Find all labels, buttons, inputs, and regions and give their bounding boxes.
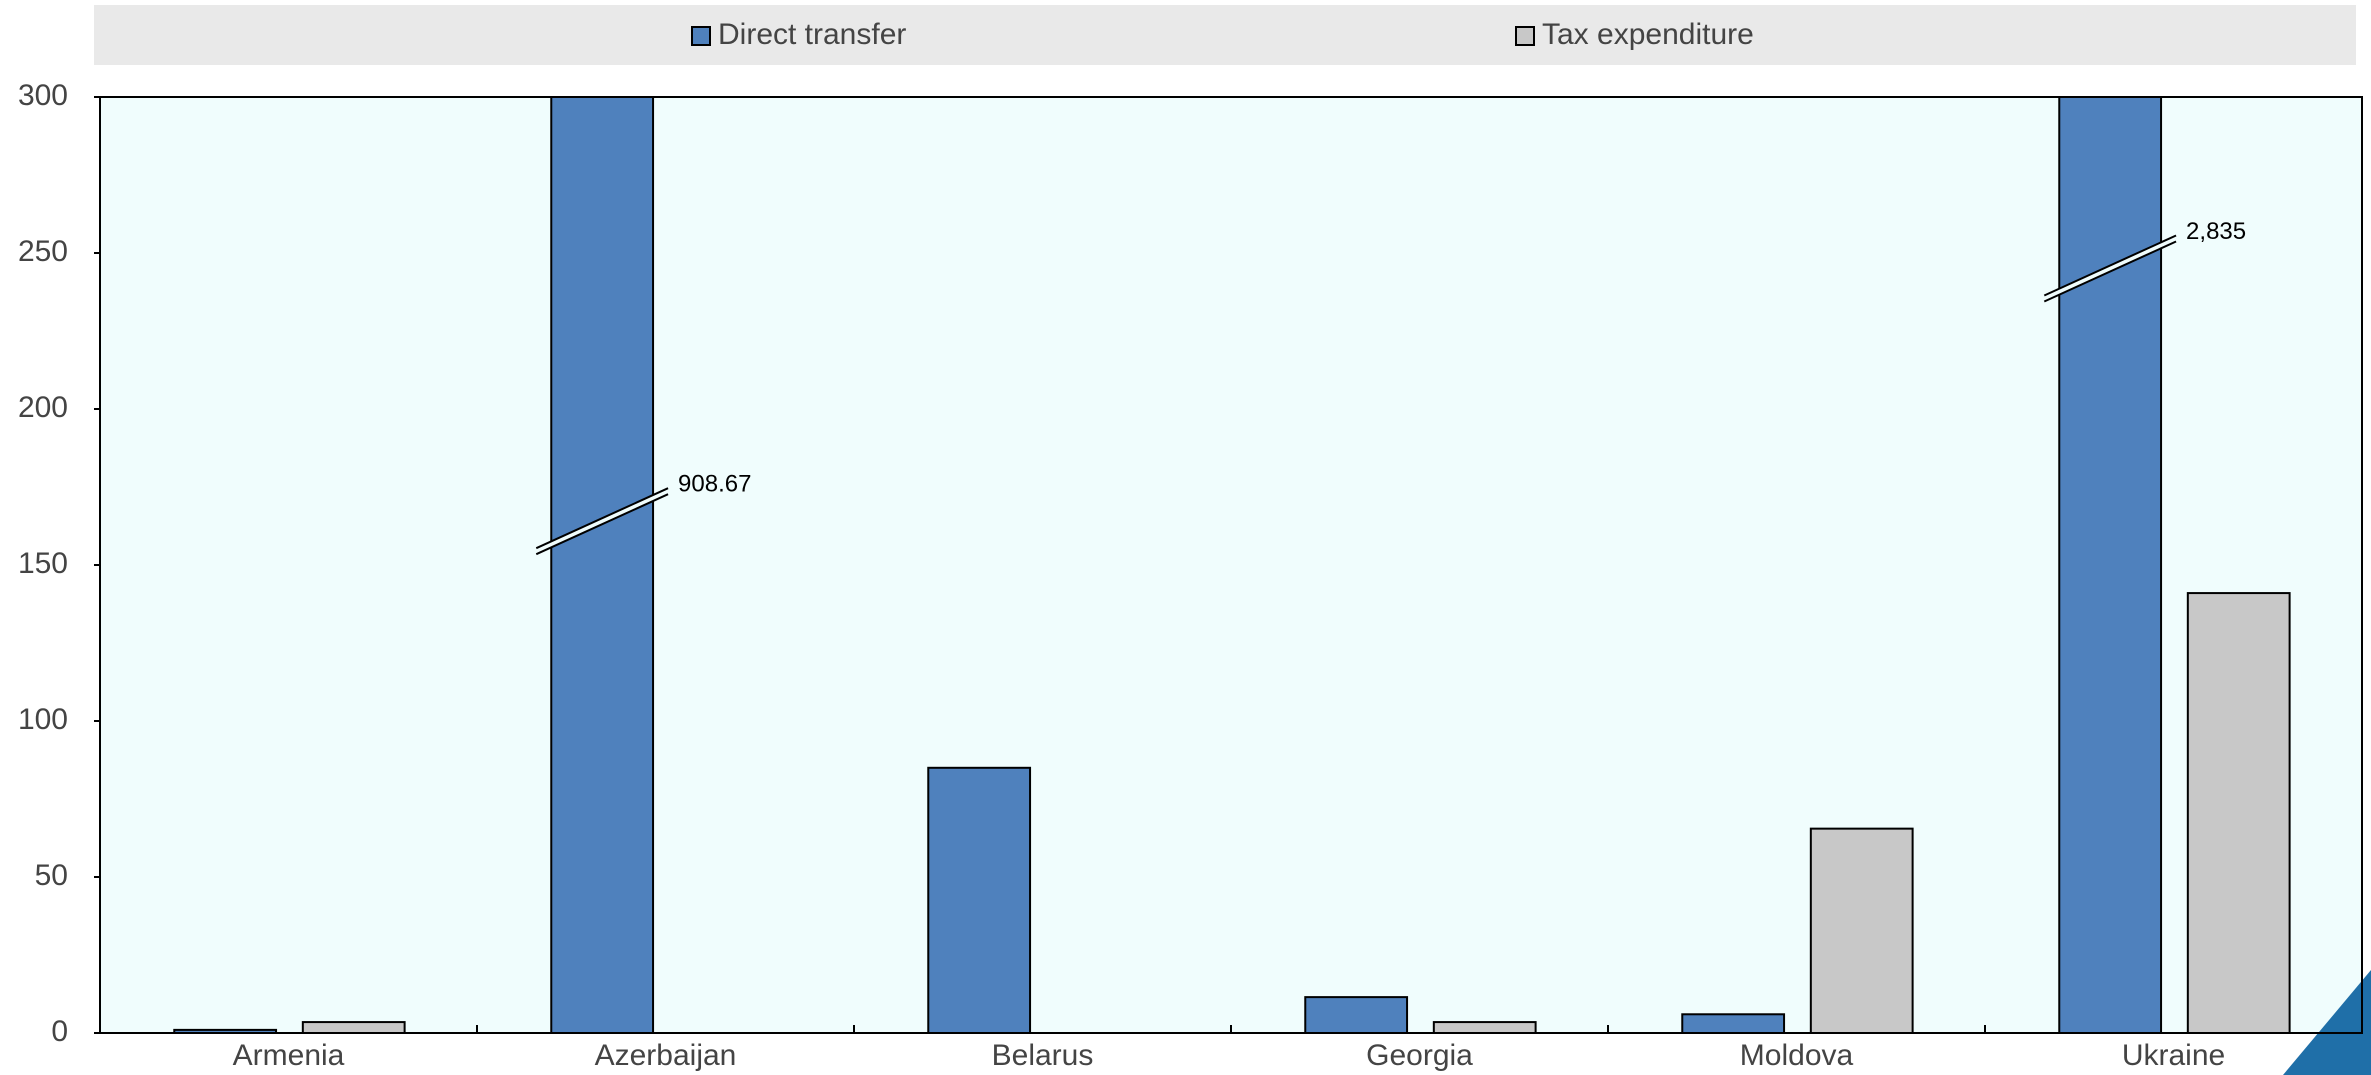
x-tick-label: Ukraine	[2122, 1039, 2225, 1072]
y-tick-label: 200	[18, 391, 68, 424]
bar	[2186, 592, 2291, 1035]
legend-label: Tax expenditure	[1542, 18, 1754, 51]
y-tick-label: 250	[18, 235, 68, 268]
legend-label: Direct transfer	[718, 18, 906, 51]
plot-frame	[99, 96, 2363, 1034]
bar-break-line	[535, 493, 669, 556]
y-tick-label: 150	[18, 547, 68, 580]
bar	[1809, 827, 1914, 1035]
x-tick-label: Georgia	[1366, 1039, 1473, 1072]
bar	[550, 96, 655, 1034]
value-label: 2,835	[2186, 218, 2246, 245]
bar-break-line	[535, 487, 669, 550]
bar-break-line	[2043, 240, 2177, 303]
bar	[927, 766, 1032, 1034]
corner-decoration	[2283, 970, 2371, 1075]
bar-break-line	[2043, 234, 2177, 297]
value-label: 908.67	[678, 471, 751, 498]
plot-area	[100, 97, 2362, 1033]
x-tick-label: Moldova	[1740, 1039, 1854, 1072]
bar-break	[536, 488, 669, 555]
y-tick-label: 300	[18, 79, 68, 112]
legend-swatch	[691, 26, 711, 46]
bar	[1681, 1013, 1786, 1035]
bar	[301, 1021, 406, 1035]
legend-band	[94, 5, 2356, 65]
bar	[1432, 1021, 1537, 1035]
y-tick-label: 100	[18, 703, 68, 736]
y-tick-label: 0	[51, 1015, 68, 1048]
bar-break	[2044, 235, 2177, 302]
legend-swatch	[1515, 26, 1535, 46]
x-tick-label: Belarus	[992, 1039, 1094, 1072]
x-tick-label: Armenia	[233, 1039, 345, 1072]
bar	[2058, 96, 2163, 1034]
bar	[1304, 996, 1409, 1034]
y-tick-label: 50	[35, 859, 68, 892]
x-tick-label: Azerbaijan	[595, 1039, 737, 1072]
